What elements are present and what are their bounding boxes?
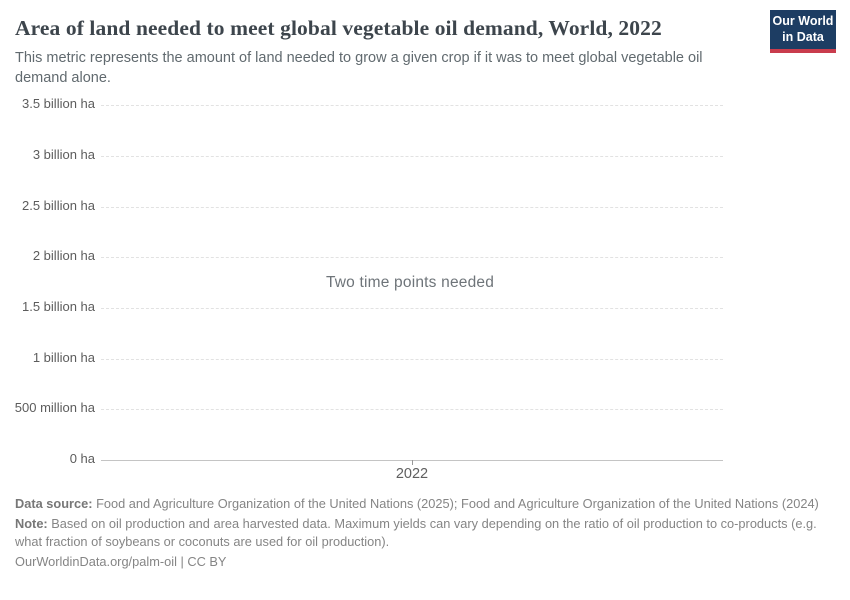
owid-logo: Our World in Data: [770, 10, 836, 53]
citation-line: OurWorldinData.org/palm-oil | CC BY: [15, 554, 227, 569]
y-axis-tick-label: 1 billion ha: [32, 350, 95, 365]
y-axis-tick-label: 3.5 billion ha: [22, 96, 95, 111]
data-source-text: Food and Agriculture Organization of the…: [92, 496, 819, 511]
y-axis-tick-label: 2.5 billion ha: [22, 198, 95, 213]
gridline: [101, 359, 723, 360]
chart-subtitle: This metric represents the amount of lan…: [15, 50, 703, 86]
y-axis-tick-label: 0 ha: [69, 451, 95, 466]
y-axis-tick-label: 1.5 billion ha: [22, 299, 95, 314]
y-axis-tick-label: 2 billion ha: [32, 248, 95, 263]
note-line: Note: Based on oil production and area h…: [15, 515, 837, 551]
note-label: Note:: [15, 516, 48, 531]
chart-footer: Data source: Food and Agriculture Organi…: [15, 495, 837, 573]
data-source-label: Data source:: [15, 496, 93, 511]
y-axis-tick-label: 3 billion ha: [32, 147, 95, 162]
gridline: [101, 156, 723, 157]
empty-chart-message: Two time points needed: [325, 274, 495, 291]
note-text: Based on oil production and area harvest…: [15, 516, 817, 549]
gridline: [101, 308, 723, 309]
gridline: [101, 207, 723, 208]
owid-logo-line2: in Data: [782, 29, 824, 44]
data-source-line: Data source: Food and Agriculture Organi…: [15, 495, 837, 513]
gridline: [101, 257, 723, 258]
chart-title: Area of land needed to meet global veget…: [15, 16, 662, 40]
y-axis-tick-label: 500 million ha: [14, 400, 95, 415]
x-axis-tick-mark: [412, 460, 413, 465]
owid-logo-line1: Our World: [772, 13, 834, 28]
x-axis-tick-label: 2022: [395, 466, 429, 482]
gridline: [101, 409, 723, 410]
gridline: [101, 105, 723, 106]
